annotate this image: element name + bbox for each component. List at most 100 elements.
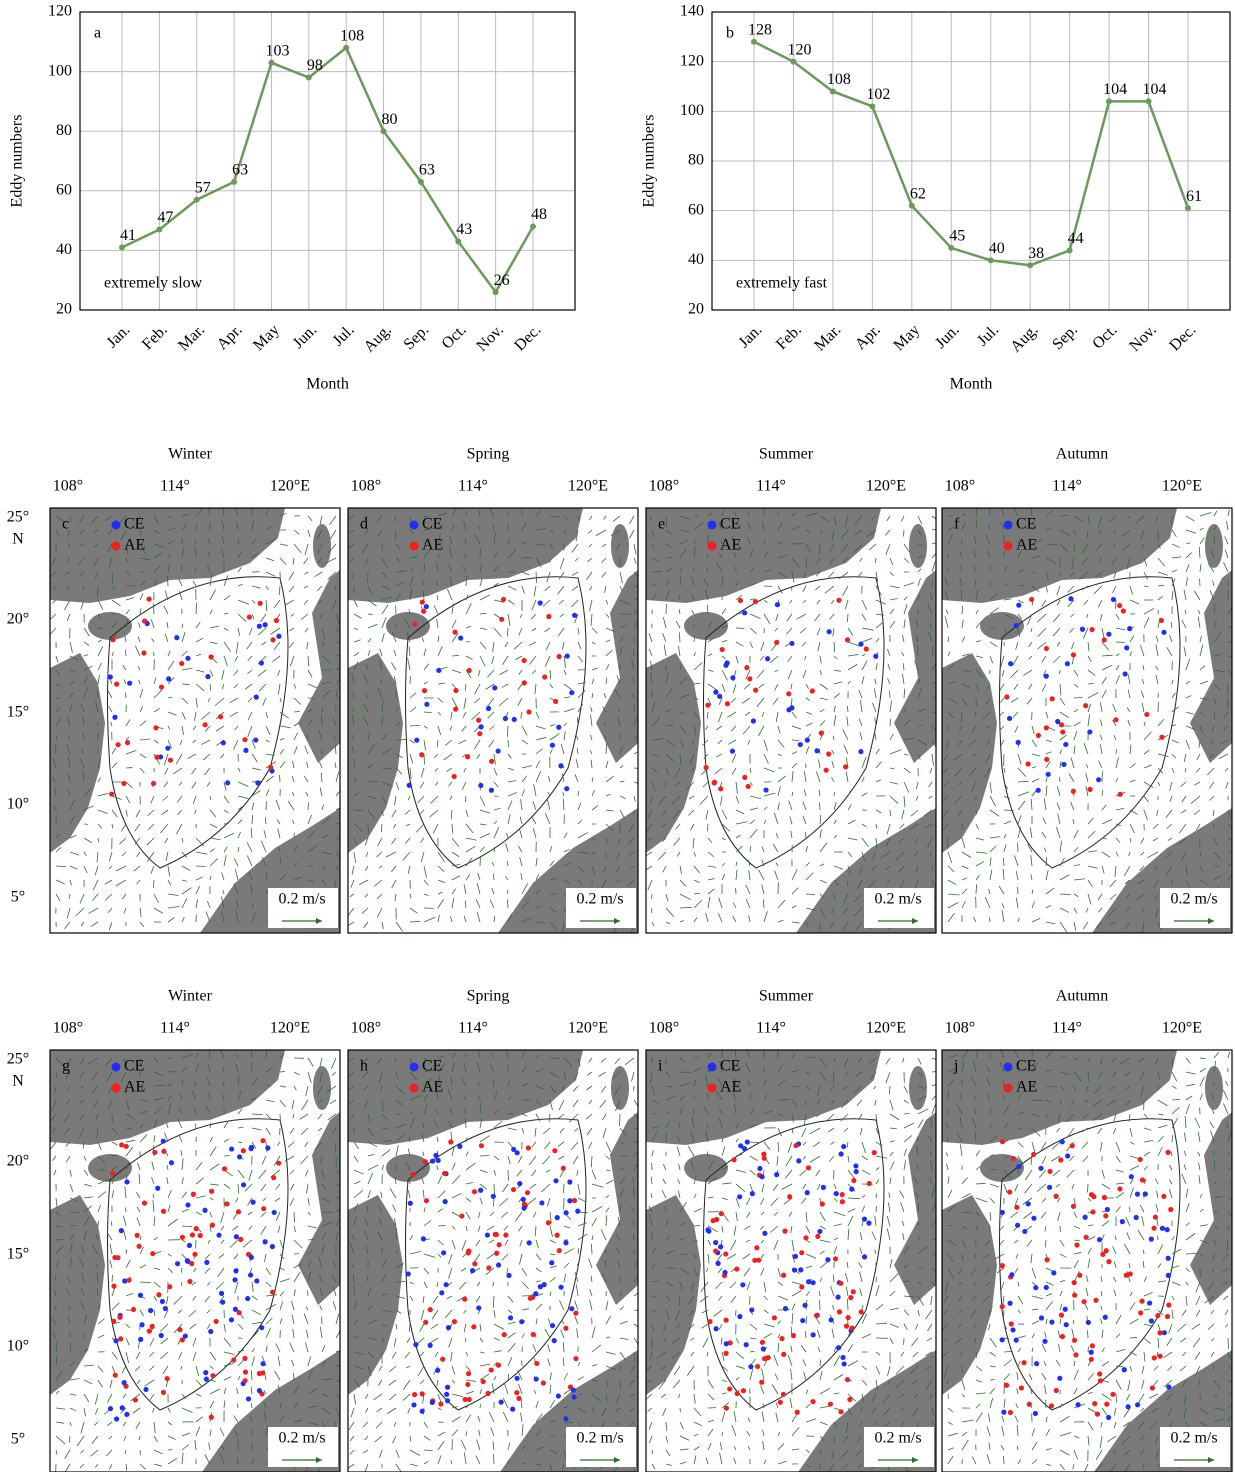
- current-vector: [890, 1259, 892, 1268]
- current-vector: [449, 1338, 452, 1347]
- current-vector: [110, 1260, 112, 1268]
- current-vector: [410, 754, 413, 764]
- current-vector: [480, 1324, 481, 1331]
- current-vector: [438, 1408, 442, 1410]
- current-vector: [151, 866, 154, 874]
- eddy-dot: [115, 742, 120, 747]
- current-vector: [252, 1282, 253, 1292]
- current-vector: [476, 899, 480, 908]
- current-vector: [265, 817, 266, 824]
- current-vector: [615, 1058, 620, 1064]
- current-vector: [125, 1207, 126, 1212]
- current-vector: [410, 1464, 418, 1466]
- current-vector: [806, 684, 809, 689]
- eddy-dot: [219, 1291, 224, 1296]
- current-vector: [613, 516, 620, 521]
- current-vector: [564, 731, 565, 740]
- current-vector: [833, 1275, 834, 1282]
- current-vector: [592, 642, 595, 644]
- current-vector: [447, 768, 452, 771]
- current-vector: [976, 852, 987, 853]
- current-vector: [1170, 635, 1172, 642]
- eddy-dot: [489, 1367, 494, 1372]
- current-vector: [235, 1282, 238, 1293]
- point: [119, 244, 125, 250]
- current-vector: [1102, 655, 1113, 656]
- current-vector: [1200, 681, 1208, 684]
- eddy-dot: [1127, 626, 1132, 631]
- eddy-dot: [187, 1243, 192, 1248]
- current-vector: [126, 796, 130, 803]
- current-vector: [890, 558, 893, 565]
- eddy-dot: [534, 1376, 539, 1381]
- current-vector: [1004, 768, 1005, 773]
- current-vector: [307, 1330, 308, 1338]
- current-vector: [521, 799, 522, 810]
- current-vector: [869, 544, 876, 550]
- current-vector: [167, 622, 168, 628]
- y-tick-label: 40: [56, 241, 72, 258]
- eddy-dot: [512, 717, 517, 722]
- eddy-dot: [408, 1201, 413, 1206]
- current-vector: [477, 912, 480, 922]
- current-vector: [790, 600, 792, 603]
- current-vector: [466, 1366, 471, 1371]
- current-vector: [862, 838, 868, 847]
- eddy-dot: [466, 1248, 471, 1253]
- current-vector: [435, 782, 438, 785]
- eddy-dot: [542, 1282, 547, 1287]
- eddy-dot: [161, 1209, 166, 1214]
- current-vector: [438, 866, 444, 872]
- current-vector: [105, 880, 112, 884]
- current-vector: [1194, 782, 1200, 785]
- current-vector: [438, 1456, 441, 1464]
- eddy-dot: [1046, 772, 1051, 777]
- current-vector: [862, 661, 867, 670]
- current-vector: [901, 1352, 904, 1356]
- current-vector: [916, 796, 918, 801]
- current-vector: [679, 1394, 680, 1398]
- lon-tick-label: 120°E: [1162, 478, 1202, 495]
- current-vector: [424, 664, 429, 670]
- current-vector: [494, 1324, 504, 1329]
- eddy-dot: [713, 690, 718, 695]
- current-vector: [223, 890, 224, 894]
- current-vector: [249, 1170, 252, 1181]
- eddy-dot: [575, 1209, 580, 1214]
- current-vector: [122, 894, 126, 899]
- current-vector: [775, 628, 778, 631]
- current-vector: [392, 1352, 396, 1358]
- current-vector: [216, 1282, 224, 1289]
- current-vector: [294, 1272, 300, 1282]
- current-vector: [294, 698, 301, 704]
- eddy-dot: [260, 1361, 265, 1366]
- current-vector: [168, 906, 180, 908]
- current-vector: [252, 803, 254, 810]
- current-vector: [1172, 768, 1174, 773]
- current-vector: [499, 670, 508, 675]
- current-vector: [466, 1391, 474, 1394]
- current-vector: [1046, 870, 1048, 880]
- current-vector: [1098, 600, 1102, 607]
- current-vector: [480, 1404, 481, 1408]
- current-vector: [634, 768, 643, 769]
- current-vector: [177, 810, 182, 815]
- current-vector: [818, 1347, 820, 1352]
- current-vector: [123, 1216, 126, 1226]
- current-vector: [503, 1398, 508, 1408]
- current-vector: [387, 1408, 396, 1414]
- current-vector: [758, 726, 764, 736]
- current-vector: [224, 613, 228, 614]
- current-vector: [750, 1170, 755, 1175]
- eddy-dot: [1014, 623, 1019, 628]
- current-vector: [708, 670, 713, 672]
- current-vector: [140, 1464, 146, 1469]
- current-vector: [410, 894, 411, 898]
- current-vector: [354, 628, 358, 630]
- current-vector: [80, 1464, 84, 1468]
- current-vector: [252, 600, 255, 603]
- current-vector: [1116, 628, 1125, 630]
- current-vector: [64, 1464, 70, 1472]
- current-vector: [559, 572, 564, 579]
